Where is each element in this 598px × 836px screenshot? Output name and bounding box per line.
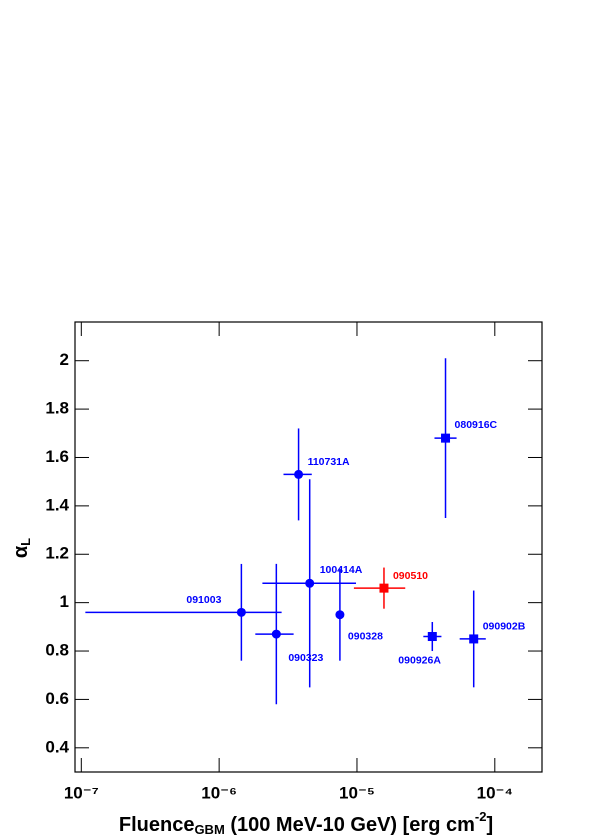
x-tick-label: 10⁻⁴ [477, 783, 513, 802]
y-tick-label: 1.4 [45, 495, 69, 514]
point-label: 090926A [398, 654, 441, 666]
point-label: 100414A [320, 564, 363, 576]
point-label: 090328 [348, 631, 383, 643]
x-tick-label: 10⁻⁵ [339, 783, 375, 802]
point-label: 080916C [455, 419, 498, 431]
y-tick-label: 0.4 [45, 737, 69, 756]
x-title-sub: GBM [194, 822, 224, 836]
point [294, 469, 304, 479]
y-axis-title: αL [10, 538, 33, 558]
x-tick-label: 10⁻⁶ [201, 783, 237, 802]
point-label: 090902B [483, 621, 526, 633]
x-title-rest: (100 MeV-10 GeV) [erg cm [225, 814, 475, 836]
x-title-main: Fluence [119, 814, 195, 836]
y-tick-label: 1.8 [45, 399, 69, 418]
y-tick-label: 0.6 [45, 689, 69, 708]
x-tick-label: 10⁻⁷ [64, 783, 99, 802]
y-title-sub: L [18, 538, 33, 546]
point [469, 634, 479, 644]
x-title-end: ] [486, 814, 493, 836]
x-axis-title: FluenceGBM (100 MeV-10 GeV) [erg cm-2] [119, 809, 493, 836]
y-tick-label: 2 [60, 350, 69, 369]
point [236, 607, 246, 617]
point [379, 583, 389, 593]
plot-frame [74, 321, 543, 773]
y-tick-label: 1 [60, 592, 69, 611]
point-label: 090510 [393, 570, 428, 582]
point [427, 632, 437, 642]
point-label: 110731A [308, 456, 350, 468]
y-tick-label: 1.6 [45, 447, 69, 466]
point [305, 578, 315, 588]
y-title-main: α [10, 545, 32, 558]
y-tick-label: 1.2 [45, 544, 69, 563]
point [441, 433, 451, 443]
point-label: 090323 [288, 652, 323, 664]
y-tick-label: 0.8 [45, 641, 69, 660]
point-label: 091003 [186, 594, 221, 606]
x-title-sup: -2 [475, 809, 487, 824]
point [271, 629, 281, 639]
point [335, 610, 345, 620]
